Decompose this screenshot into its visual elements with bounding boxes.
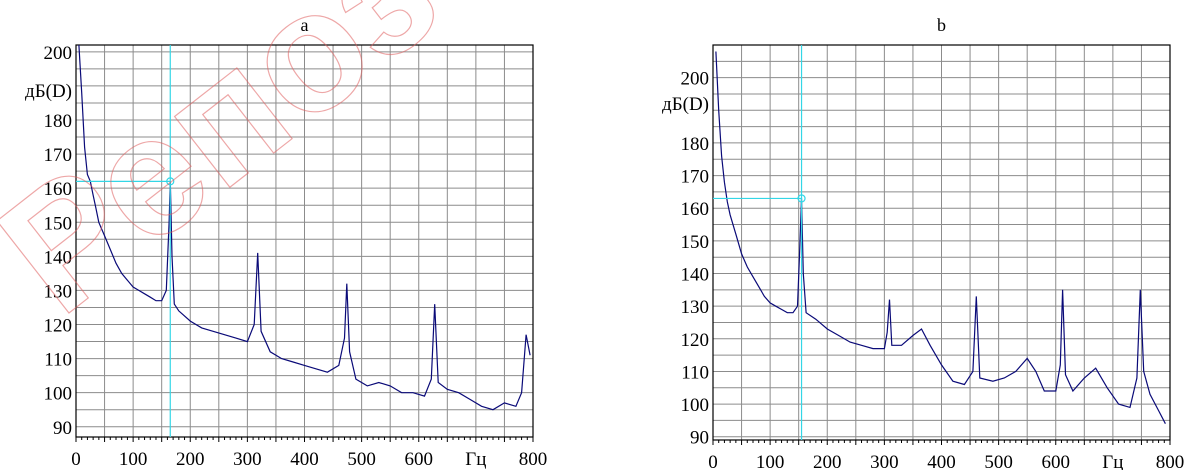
cursor-marker <box>797 194 806 203</box>
y-tick-label: 200 <box>44 43 73 64</box>
y-tick-label: 140 <box>681 265 710 286</box>
y-tick-label: 110 <box>44 350 72 371</box>
spectrum-line <box>715 51 1166 424</box>
x-tick-label: 300 <box>870 452 899 470</box>
spectrum-line <box>78 44 531 411</box>
x-tick-label: 500 <box>984 452 1013 470</box>
y-tick-label: 100 <box>44 384 73 405</box>
y-tick-label: 200 <box>681 69 710 90</box>
x-tick-label: 300 <box>233 449 262 470</box>
x-tick-label: 400 <box>927 452 956 470</box>
x-tick-label: 600 <box>405 449 434 470</box>
y-axis-label: дБ(D) <box>25 81 72 102</box>
y-tick-label: 120 <box>44 316 73 337</box>
x-tick-label: 800 <box>519 449 548 470</box>
x-axis-label: Гц <box>1102 452 1123 470</box>
y-tick-label: 130 <box>44 281 73 302</box>
x-tick-label: 500 <box>347 449 376 470</box>
y-tick-label: 150 <box>44 213 73 234</box>
y-axis-label: дБ(D) <box>662 94 709 115</box>
x-tick-label: 100 <box>119 449 148 470</box>
cursor-marker <box>166 177 175 186</box>
y-tick-label: 170 <box>44 145 73 166</box>
y-tick-label: 130 <box>681 297 710 318</box>
y-tick-label: 180 <box>681 134 710 155</box>
chart-title: a <box>301 15 309 35</box>
y-tick-label: 160 <box>44 179 73 200</box>
y-tick-label: 160 <box>681 199 710 220</box>
x-tick-label: 200 <box>176 449 205 470</box>
x-tick-label: 0 <box>71 449 81 470</box>
x-tick-label: 100 <box>756 452 785 470</box>
y-tick-label: 170 <box>681 167 710 188</box>
x-tick-label: 0 <box>708 452 718 470</box>
plot-frame <box>75 44 534 438</box>
plot-frame <box>712 44 1171 441</box>
x-tick-label: 400 <box>290 449 319 470</box>
y-tick-label: 120 <box>681 330 710 351</box>
y-tick-label: 180 <box>44 111 73 132</box>
x-tick-label: 200 <box>813 452 842 470</box>
y-tick-label: 140 <box>44 247 73 268</box>
chart-title: b <box>937 15 946 35</box>
y-tick-label: 90 <box>53 418 72 439</box>
x-tick-label: 600 <box>1042 452 1071 470</box>
y-tick-label: 150 <box>681 232 710 253</box>
chart-b: b 0 100 200 300 400 500 600 800 Гц 200 180 170 160 150… <box>662 15 1184 470</box>
x-tick-label: 800 <box>1156 452 1185 470</box>
y-tick-label: 100 <box>681 395 710 416</box>
y-tick-label: 110 <box>681 362 709 383</box>
x-axis-label: Гц <box>465 449 486 470</box>
chart-a: a 0 100 200 300 400 500 600 800 Гц 200 180 170 160 150… <box>25 15 547 470</box>
y-tick-label: 90 <box>690 428 709 449</box>
